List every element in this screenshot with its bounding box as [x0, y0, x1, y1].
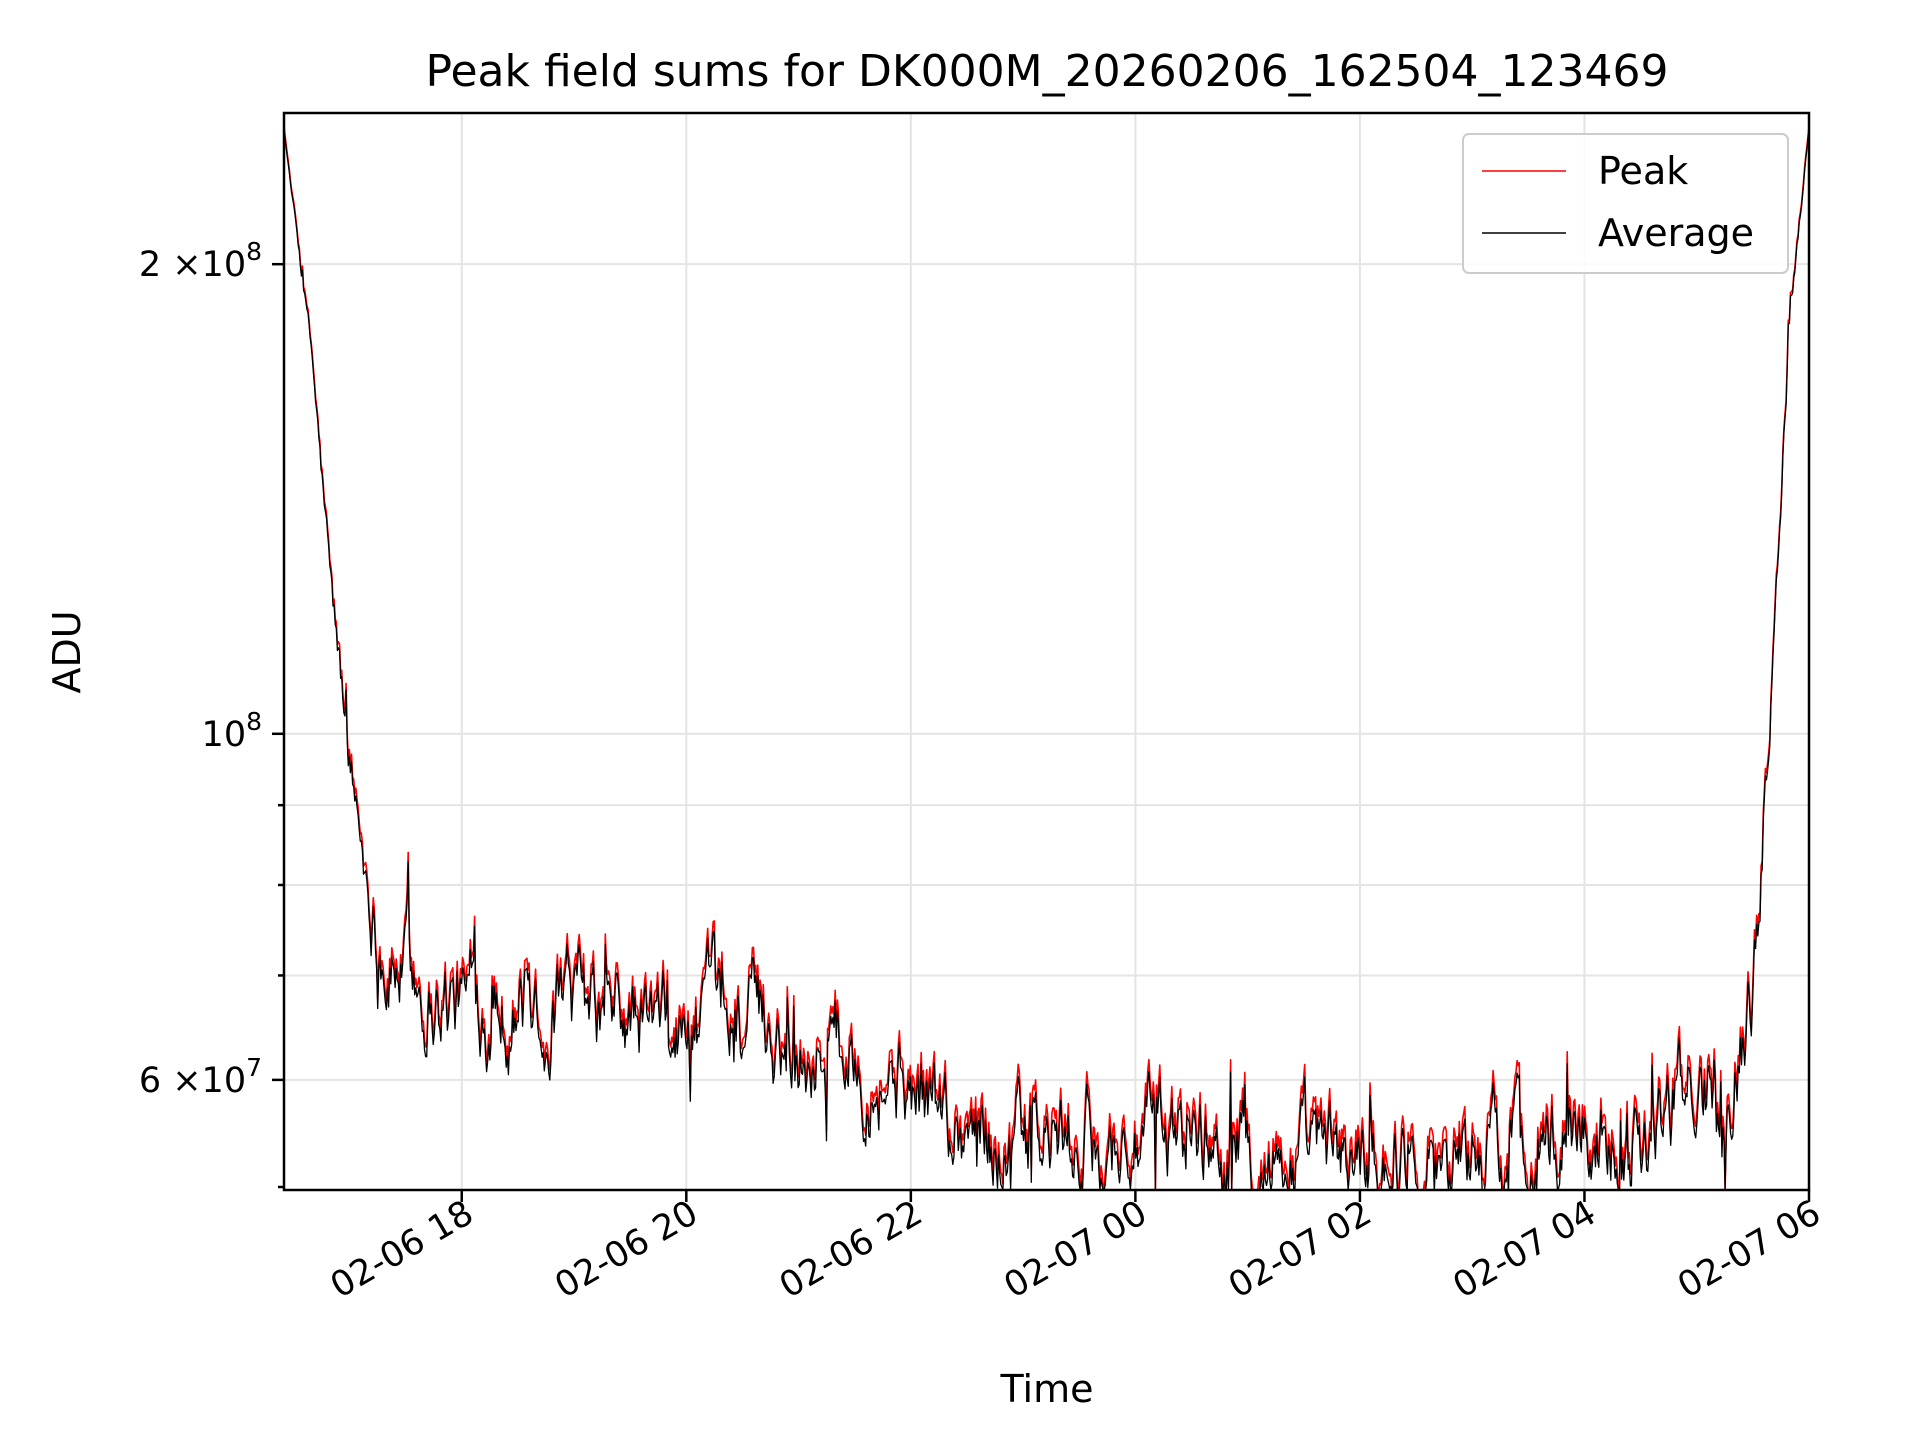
- series-line-average: [283, 129, 1810, 1191]
- series-line-peak: [283, 126, 1810, 1191]
- legend-box: [1462, 133, 1789, 274]
- x-axis-label: Time: [1000, 1367, 1094, 1411]
- y-tick-label: 6 ×107: [139, 1053, 262, 1101]
- legend: Peak Average: [1462, 133, 1789, 274]
- chart-title: Peak field sums for DK000M_20260206_1625…: [425, 46, 1668, 97]
- series-layer: [283, 126, 1810, 1191]
- plot-frame: [282, 111, 1811, 1192]
- legend-label-average: Average: [1598, 211, 1754, 255]
- legend-label-peak: Peak: [1598, 149, 1688, 193]
- y-tick-label: 108: [202, 707, 262, 755]
- y-tick-label: 2 ×108: [139, 237, 262, 285]
- y-axis-label: ADU: [45, 610, 89, 693]
- y-tick-labels: 6 ×107 108 2 ×108: [139, 237, 262, 1101]
- axis-ticks: [272, 262, 1811, 1202]
- grid: [284, 113, 1809, 1190]
